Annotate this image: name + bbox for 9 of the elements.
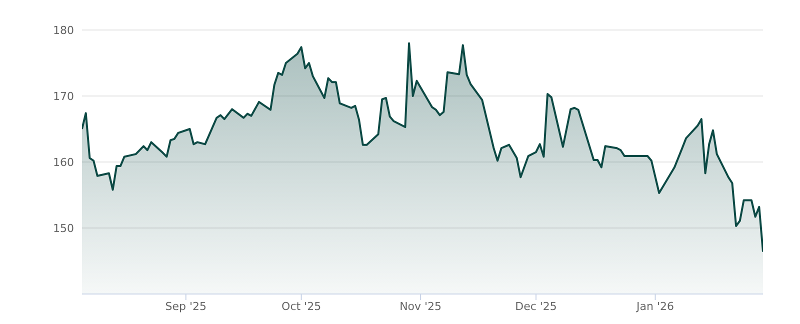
y-tick-label: 170: [53, 90, 74, 103]
x-tick-label: Oct '25: [282, 300, 322, 313]
x-tick-label: Jan '26: [636, 300, 674, 313]
x-tick-label: Dec '25: [515, 300, 557, 313]
y-tick-label: 160: [53, 156, 74, 169]
x-tick-label: Sep '25: [165, 300, 207, 313]
y-tick-label: 150: [53, 222, 74, 235]
y-tick-label: 180: [53, 24, 74, 37]
x-tick-label: Nov '25: [400, 300, 442, 313]
